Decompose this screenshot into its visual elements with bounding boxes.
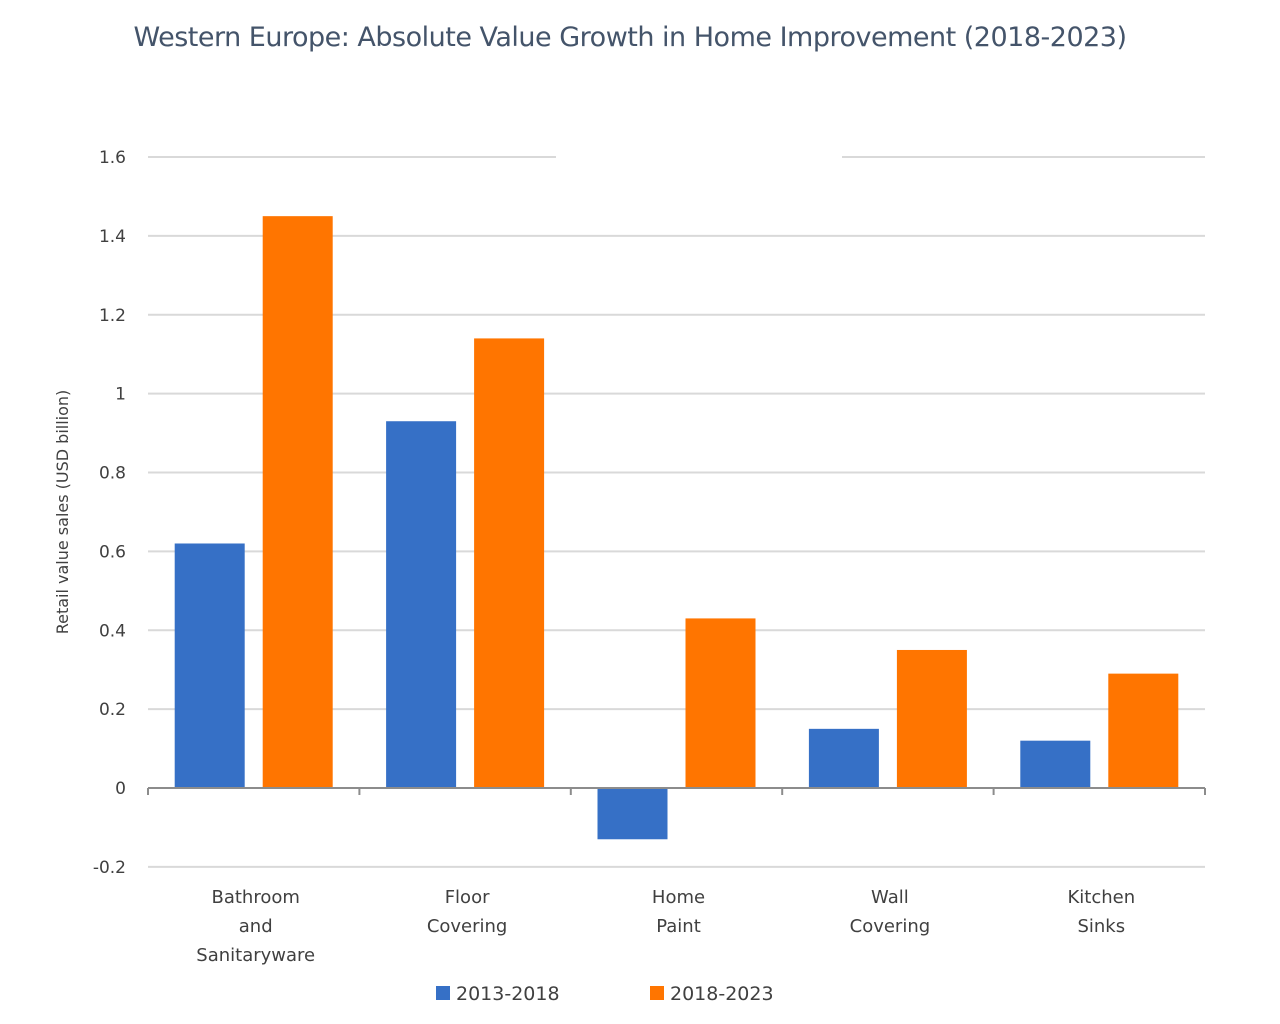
category-label-line: Wall <box>871 887 909 908</box>
bar-2013-2018-1 <box>386 421 457 788</box>
category-label: Kitchen Sinks <box>1067 887 1135 937</box>
legend-label-2013-2018: 2013-2018 <box>456 983 560 1005</box>
y-axis-label: Retail value sales (USD billion) <box>53 390 72 635</box>
y-tick-label: 1 <box>115 385 126 405</box>
y-tick-label: 0 <box>115 779 126 799</box>
bar-2018-2023-2 <box>685 618 756 788</box>
category-label-line: and <box>239 916 273 937</box>
category-label-line: Floor <box>445 887 490 908</box>
legend-swatch-2018-2023 <box>650 986 664 1000</box>
category-label-line: Sinks <box>1077 916 1125 937</box>
category-label-line: Home <box>652 887 705 908</box>
y-axis-ticks: -0.2 0 0.2 0.4 0.6 0.8 1 1.2 1.4 1.6 <box>93 148 126 878</box>
category-label-line: Sanitaryware <box>196 945 315 966</box>
y-tick-label: -0.2 <box>93 858 126 878</box>
bar-2018-2023-4 <box>1108 673 1179 788</box>
y-tick-label: 1.4 <box>99 227 126 247</box>
category-label: Home Paint <box>652 887 705 937</box>
y-tick-label: 1.6 <box>99 148 126 168</box>
legend-swatch-2013-2018 <box>436 986 450 1000</box>
category-label-line: Bathroom <box>211 887 299 908</box>
y-tick-label: 0.8 <box>99 464 126 484</box>
y-tick-label: 0.2 <box>99 700 126 720</box>
bars <box>174 216 1179 840</box>
bar-2013-2018-4 <box>1020 740 1091 788</box>
category-label-line: Paint <box>656 916 701 937</box>
bar-2018-2023-1 <box>474 338 545 788</box>
category-label: Floor Covering <box>427 887 508 937</box>
bar-2018-2023-3 <box>896 649 967 788</box>
legend-label-2018-2023: 2018-2023 <box>670 983 774 1005</box>
category-label: Bathroom and Sanitaryware <box>196 887 315 966</box>
y-tick-label: 0.6 <box>99 542 126 562</box>
category-label: Wall Covering <box>850 887 931 937</box>
bar-2013-2018-0 <box>174 543 245 788</box>
bar-2013-2018-3 <box>808 728 879 788</box>
category-labels: Bathroom and Sanitaryware Floor Covering Home… <box>196 887 1135 966</box>
bar-2013-2018-2 <box>597 788 668 840</box>
x-axis <box>147 787 1206 795</box>
legend: 2013-2018 2018-2023 <box>436 983 774 1005</box>
y-tick-label: 1.2 <box>99 306 126 326</box>
category-label-line: Covering <box>427 916 508 937</box>
y-tick-label: 0.4 <box>99 621 126 641</box>
category-label-line: Covering <box>850 916 931 937</box>
chart-title: Western Europe: Absolute Value Growth in… <box>133 22 1127 53</box>
category-label-line: Kitchen <box>1067 887 1135 908</box>
bar-2018-2023-0 <box>262 216 333 788</box>
